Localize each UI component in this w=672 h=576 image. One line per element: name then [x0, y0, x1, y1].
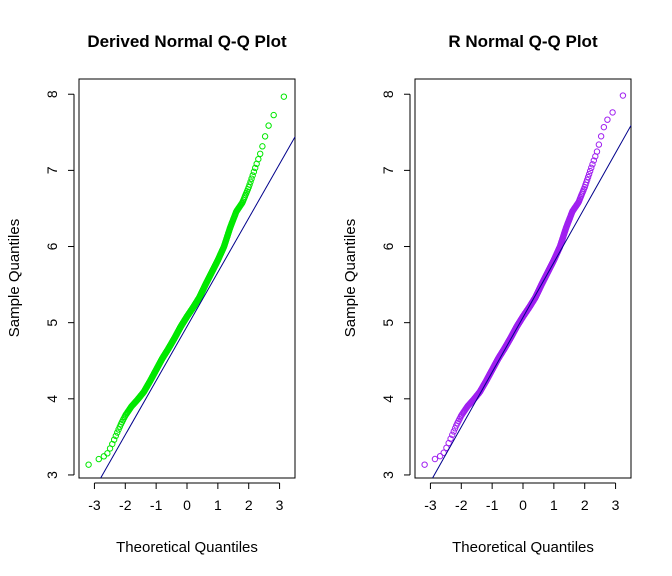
data-point — [248, 175, 255, 182]
x-tick-label: -2 — [455, 497, 468, 513]
data-point — [450, 428, 457, 435]
data-point — [589, 161, 596, 168]
data-point — [85, 461, 92, 468]
reference-line — [432, 125, 632, 479]
data-point — [447, 435, 454, 442]
data-point — [583, 176, 591, 184]
chart-title: Derived Normal Q-Q Plot — [87, 32, 287, 51]
y-tick-label: 3 — [44, 471, 60, 479]
data-point — [104, 450, 111, 457]
data-point — [250, 168, 258, 176]
data-point — [590, 157, 598, 164]
data-point — [252, 164, 259, 172]
plot-frame — [78, 78, 296, 479]
data-points — [85, 93, 288, 468]
data-point — [595, 141, 603, 148]
y-axis-label: Sample Quantiles — [342, 219, 359, 337]
reference-line — [100, 136, 296, 479]
chart-title: R Normal Q-Q Plot — [448, 32, 598, 51]
data-point — [110, 436, 118, 443]
x-tick-label: 1 — [550, 497, 558, 513]
data-point — [259, 143, 266, 150]
x-axis: -3 -2 -1 0 1 2 3 — [424, 482, 620, 513]
y-axis: 3 4 5 6 7 8 — [44, 90, 75, 479]
data-point — [255, 155, 262, 163]
y-tick-label: 7 — [44, 166, 60, 174]
y-tick-label: 7 — [380, 166, 396, 174]
data-point — [593, 148, 601, 155]
derived-qq-panel: Derived Normal Q-Q Plot -3 -2 -1 0 1 2 3 3 4 5 6 7… — [6, 32, 296, 556]
y-tick-label: 8 — [44, 90, 60, 98]
x-tick-label: -2 — [119, 497, 132, 513]
data-point — [261, 133, 269, 140]
x-tick-label: -3 — [88, 497, 101, 513]
y-tick-label: 4 — [44, 395, 60, 403]
data-point — [586, 167, 594, 175]
y-axis-label: Sample Quantiles — [6, 219, 23, 337]
r-qq-panel: R Normal Q-Q Plot -3 -2 -1 0 1 2 3 3 4 5 6 7 8 Theo… — [342, 32, 632, 556]
data-point — [585, 171, 593, 178]
data-point — [100, 453, 108, 460]
data-point — [421, 461, 428, 468]
x-tick-label: 2 — [581, 497, 589, 513]
y-tick-label: 5 — [44, 319, 60, 327]
x-tick-label: -1 — [486, 497, 499, 513]
data-point — [280, 93, 288, 100]
data-point — [619, 92, 627, 99]
data-point — [588, 164, 595, 172]
y-tick-label: 5 — [380, 319, 396, 327]
data-point — [114, 429, 121, 436]
x-axis-label: Theoretical Quantiles — [116, 539, 258, 556]
data-point — [95, 455, 102, 463]
x-axis: -3 -2 -1 0 1 2 3 — [88, 482, 284, 513]
x-tick-label: 0 — [183, 497, 191, 513]
data-point — [247, 178, 254, 185]
data-point — [436, 452, 444, 460]
data-point — [431, 455, 439, 463]
x-tick-label: 3 — [276, 497, 284, 513]
data-point — [604, 116, 611, 123]
data-point — [112, 432, 119, 440]
data-point — [600, 123, 608, 131]
data-point — [265, 122, 272, 129]
x-tick-label: 1 — [214, 497, 222, 513]
x-axis-label: Theoretical Quantiles — [452, 539, 594, 556]
data-point — [584, 173, 592, 181]
data-point — [249, 172, 256, 179]
y-tick-label: 6 — [44, 242, 60, 250]
y-tick-label: 4 — [380, 395, 396, 403]
plot-frame — [414, 78, 632, 479]
data-point — [256, 150, 264, 158]
y-tick-label: 8 — [380, 90, 396, 98]
y-tick-label: 6 — [380, 242, 396, 250]
data-point — [246, 181, 253, 188]
data-point — [270, 111, 277, 119]
data-point — [609, 109, 616, 116]
x-tick-label: -3 — [424, 497, 437, 513]
data-point — [597, 133, 605, 140]
x-tick-label: 0 — [519, 497, 527, 513]
y-axis: 3 4 5 6 7 8 — [380, 90, 411, 479]
x-tick-label: 3 — [612, 497, 620, 513]
y-tick-label: 3 — [380, 471, 396, 479]
data-point — [449, 431, 456, 439]
data-points — [421, 92, 627, 468]
x-tick-label: 2 — [245, 497, 253, 513]
x-tick-label: -1 — [150, 497, 163, 513]
data-point — [245, 184, 252, 191]
